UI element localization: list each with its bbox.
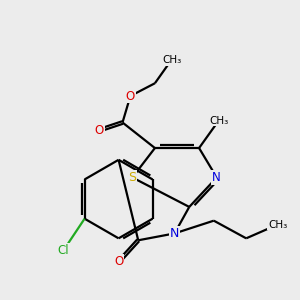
Text: N: N [212,171,221,184]
Text: O: O [114,255,123,268]
Text: CH₃: CH₃ [268,220,287,230]
Text: S: S [128,171,136,184]
Text: N: N [170,227,179,240]
Text: O: O [126,89,135,103]
Text: Cl: Cl [58,244,69,256]
Text: CH₃: CH₃ [209,116,228,126]
Text: O: O [94,124,104,137]
Text: CH₃: CH₃ [162,55,181,65]
